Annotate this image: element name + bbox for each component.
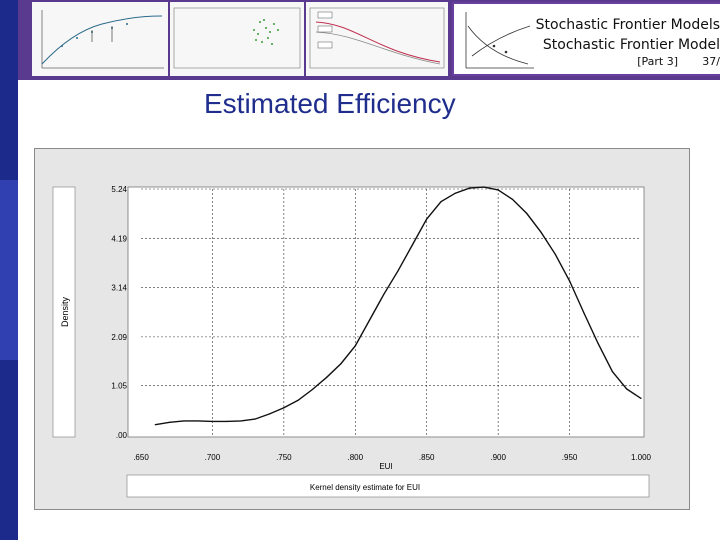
data-point [597, 342, 599, 345]
data-point [511, 198, 514, 200]
data-point [540, 231, 542, 233]
data-point [554, 253, 556, 255]
thumbnail-scatter-plot [170, 2, 304, 76]
data-point [168, 421, 171, 423]
x-tick-label: .900 [490, 453, 506, 462]
data-point [383, 293, 385, 295]
y-tick-label: 4.19 [111, 234, 127, 243]
data-point [411, 244, 414, 246]
thumbnail-curves-image [306, 2, 448, 76]
data-point [426, 218, 428, 220]
slide-title: Estimated Efficiency [204, 88, 456, 119]
plot-area [127, 186, 645, 438]
data-point [454, 192, 456, 194]
data-point [568, 280, 571, 282]
title-box-diagram [465, 12, 534, 69]
data-point [340, 363, 342, 365]
data-point [483, 186, 485, 188]
data-point [254, 418, 256, 420]
x-tick-label: .700 [205, 453, 221, 462]
left-accent-band [0, 180, 18, 360]
density-chart: Density Kernel density estimate for EUI … [52, 185, 652, 498]
data-point [583, 312, 585, 314]
thumbnail-frontier-plot [32, 2, 168, 76]
data-point [611, 371, 614, 373]
data-point [283, 407, 285, 409]
y-tick-label: 1.05 [111, 382, 127, 391]
data-point [468, 187, 471, 189]
y-tick-label: 5.24 [111, 185, 127, 194]
data-point [268, 413, 271, 415]
chart-frame: Density Kernel density estimate for EUI … [34, 148, 690, 510]
data-point [240, 420, 242, 422]
x-tick-label: .750 [276, 453, 292, 462]
chart-caption: Kernel density estimate for EUI [310, 483, 420, 492]
thumbnail-scatter-image [170, 2, 304, 76]
left-accent-bar [0, 0, 18, 540]
data-point [526, 212, 528, 215]
data-point [626, 388, 628, 390]
data-point [440, 201, 442, 203]
x-axis-label: EUI [379, 462, 392, 471]
data-point [368, 319, 371, 321]
data-point [640, 397, 642, 399]
data-point [397, 270, 399, 272]
caption-box [126, 474, 650, 498]
ylabel-box [52, 186, 76, 438]
header-part: [Part 3] [637, 55, 678, 68]
data-point [211, 420, 214, 422]
title-box: Stochastic Frontier Models Stochastic Fr… [452, 2, 720, 76]
x-tick-label: .950 [562, 453, 578, 462]
header-title-line1: Stochastic Frontier Models [535, 17, 720, 33]
header-strip: Stochastic Frontier Models Stochastic Fr… [18, 0, 720, 80]
data-point [154, 424, 156, 426]
data-point [311, 388, 314, 391]
y-tick-label: 3.14 [111, 284, 127, 293]
x-tick-label: .800 [347, 453, 363, 462]
data-point [354, 345, 356, 347]
y-axis-label: Density [60, 296, 70, 327]
header-page: 37/49 [702, 55, 720, 68]
data-point [497, 189, 499, 191]
data-point [326, 376, 328, 378]
x-tick-label: .850 [419, 453, 435, 462]
thumbnail-curves-plot [306, 2, 448, 76]
data-point [183, 420, 185, 422]
thumbnail-frontier-image [32, 2, 168, 76]
header-title-line2: Stochastic Frontier Model [542, 37, 720, 53]
x-tick-label: 1.000 [631, 453, 652, 462]
x-tick-label: .650 [133, 453, 149, 462]
y-tick-label: 2.09 [111, 333, 127, 342]
y-tick-label: .00 [116, 431, 128, 440]
data-point [226, 420, 228, 422]
data-point [197, 420, 199, 422]
data-point [297, 399, 299, 401]
